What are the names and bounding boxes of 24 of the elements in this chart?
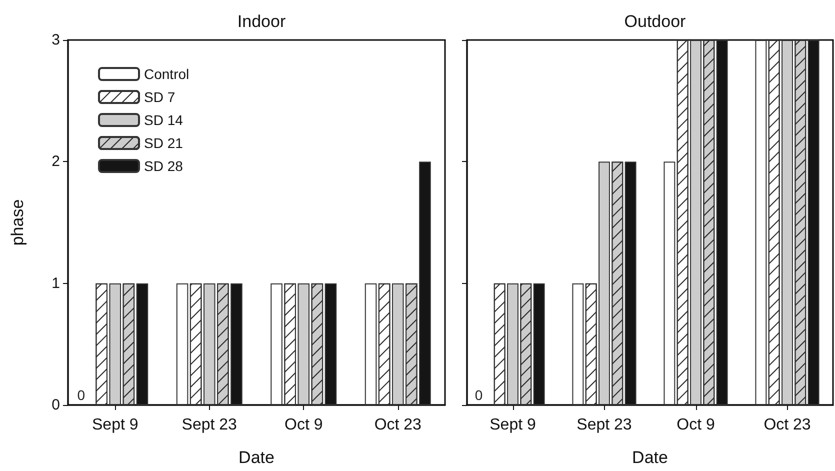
x-tick-label: Oct 9 bbox=[676, 416, 715, 434]
x-axis-title: Date bbox=[632, 448, 668, 467]
annotation: 0 bbox=[77, 387, 86, 403]
x-tick-label: Sept 23 bbox=[576, 416, 632, 434]
chart-title: Indoor bbox=[237, 12, 286, 31]
y-tick-label: 3 bbox=[52, 32, 60, 48]
x-tick-label: Sept 23 bbox=[182, 416, 238, 434]
y-tick-label: 0 bbox=[52, 396, 60, 414]
legend-label: SD 21 bbox=[144, 135, 184, 151]
y-tick-label: 2 bbox=[52, 153, 60, 170]
x-tick-label: Sept 9 bbox=[490, 416, 536, 434]
x-tick-label: Oct 23 bbox=[374, 416, 422, 434]
y-tick-label: 1 bbox=[52, 274, 60, 292]
x-axis-title: Date bbox=[238, 448, 274, 467]
legend-label: SD 7 bbox=[144, 89, 176, 105]
legend-label: SD 28 bbox=[144, 158, 184, 174]
legend-label: SD 14 bbox=[144, 112, 184, 128]
annotation: 0 bbox=[474, 387, 483, 403]
x-tick-label: Oct 23 bbox=[764, 416, 811, 434]
legend-label: Control bbox=[144, 66, 190, 82]
x-tick-label: Sept 9 bbox=[92, 416, 138, 434]
chart-title: Outdoor bbox=[624, 12, 686, 31]
x-tick-label: Oct 9 bbox=[284, 416, 323, 434]
y-axis-title: phase bbox=[8, 199, 27, 246]
